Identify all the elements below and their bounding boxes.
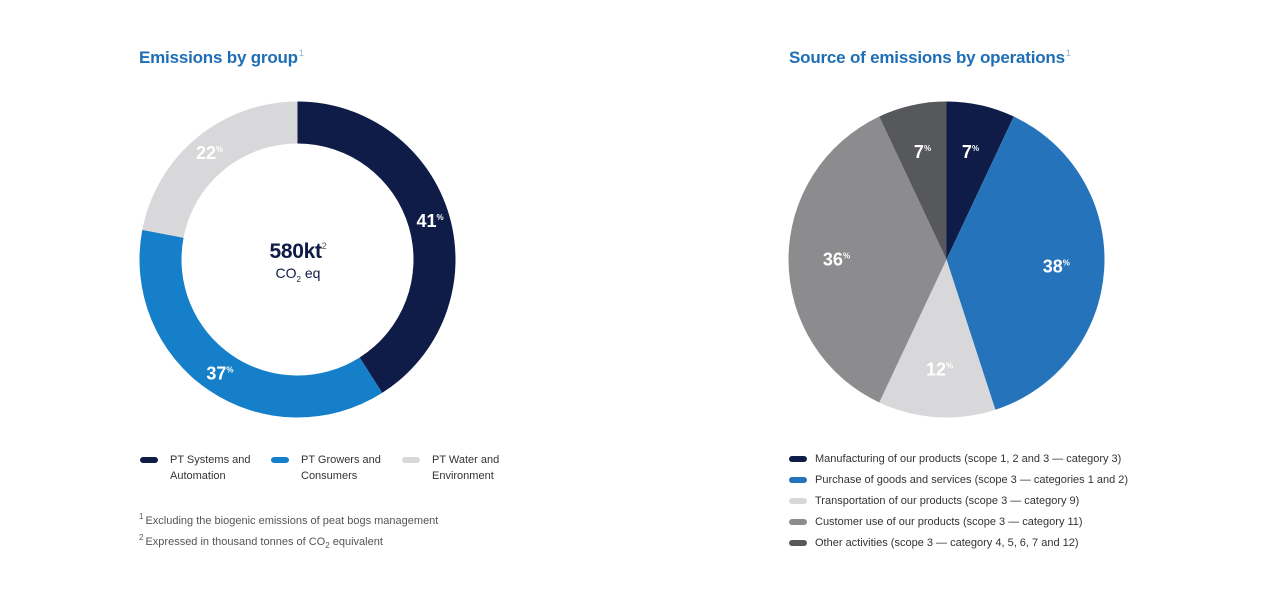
legend-label-manufacturing: Manufacturing of our products (scope 1, …	[815, 453, 1122, 465]
pie-data-label-customer-use-of-our-products-scope-3-cat: 36%	[823, 250, 850, 270]
footnote-2-subscript: 2	[325, 541, 330, 551]
pie-chart: 7% 38% 12% 36% 7%	[788, 101, 1105, 418]
footnote-1-number: 1	[139, 512, 144, 521]
donut-title-note: 1	[298, 48, 304, 58]
legend-swatch-transportation	[789, 498, 807, 504]
legend-swatch-other	[789, 540, 807, 546]
legend-label-other: Other activities (scope 3 — category 4, …	[815, 537, 1079, 549]
donut-data-label-pt-systems-and-automation: 41%	[416, 211, 443, 231]
donut-center-value: 580kt2	[228, 240, 368, 264]
legend-item-systems: PT Systems and Automation	[140, 452, 260, 484]
donut-slice-pt-water-and-environment	[142, 101, 298, 238]
pie-slice-customer-use-of-our-products-scope-3-cat	[788, 116, 947, 403]
footnote-1-text: Excluding the biogenic emissions of peat…	[145, 515, 439, 527]
legend-swatch-growers	[271, 457, 289, 463]
legend-item-manufacturing: Manufacturing of our products (scope 1, …	[789, 451, 1121, 467]
pie-data-label-manufacturing-of-our-products-scope-1-2-: 7%	[962, 142, 979, 162]
donut-unit-rest: eq	[300, 265, 321, 281]
pie-data-label-purchase-of-goods-and-services-scope-3-c: 38%	[1043, 256, 1070, 276]
donut-title-text: Emissions by group	[139, 48, 298, 67]
legend-swatch-systems	[140, 457, 158, 463]
donut-data-label-pt-water-and-environment: 22%	[196, 143, 223, 163]
legend-item-other: Other activities (scope 3 — category 4, …	[789, 535, 1079, 551]
donut-center-unit: CO2 eq	[228, 265, 368, 284]
legend-label-customer-use: Customer use of our products (scope 3 — …	[815, 516, 1083, 528]
donut-center-label: 580kt2 CO2 eq	[228, 240, 368, 284]
legend-item-purchase: Purchase of goods and services (scope 3 …	[789, 472, 1128, 488]
legend-label-purchase: Purchase of goods and services (scope 3 …	[815, 474, 1129, 486]
footnote-2-number: 2	[139, 533, 144, 542]
donut-total-note: 2	[321, 241, 327, 251]
donut-slice-pt-systems-and-automation	[297, 101, 456, 393]
legend-item-customer-use: Customer use of our products (scope 3 — …	[789, 514, 1083, 530]
donut-slice-pt-growers-and-consumers	[139, 229, 383, 418]
footnote-2: 2 Expressed in thousand tonnes of CO2 equ…	[139, 533, 383, 550]
legend-swatch-customer-use	[789, 519, 807, 525]
footnote-2-text-end: equivalent	[329, 536, 383, 548]
donut-unit-main: CO	[275, 265, 297, 281]
footnote-1: 1 Excluding the biogenic emissions of pea…	[139, 512, 438, 527]
pie-data-label-other-activities-scope-3-category-4-5-6-: 7%	[914, 142, 931, 162]
legend-item-growers: PT Growers and Consumers	[271, 452, 391, 484]
pie-slice-other-activities-scope-3-category-4-5-6-	[879, 101, 947, 260]
pie-title-note: 1	[1065, 48, 1071, 58]
legend-item-transportation: Transportation of our products (scope 3 …	[789, 493, 1079, 509]
pie-slice-manufacturing-of-our-products-scope-1-2-	[946, 101, 1014, 260]
pie-slice-transportation-of-our-products-scope-3-c	[879, 259, 996, 418]
pie-slice-purchase-of-goods-and-services-scope-3-c	[946, 116, 1105, 410]
donut-total-value: 580kt	[269, 240, 323, 263]
pie-title-text: Source of emissions by operations	[789, 48, 1065, 67]
legend-item-water: PT Water and Environment	[402, 452, 517, 484]
legend-label-water: PT Water and Environment	[432, 454, 500, 482]
legend-label-systems: PT Systems and Automation	[170, 454, 251, 482]
legend-swatch-manufacturing	[789, 456, 807, 462]
donut-unit-sub: 2	[296, 274, 301, 284]
pie-chart-title: Source of emissions by operations1	[789, 48, 1071, 68]
donut-chart: 41% 37% 22%	[139, 101, 456, 418]
pie-data-label-transportation-of-our-products-scope-3-c: 12%	[926, 359, 953, 379]
legend-swatch-water	[402, 457, 420, 463]
footnote-2-text: Expressed in thousand tonnes of CO	[145, 536, 326, 548]
legend-label-transportation: Transportation of our products (scope 3 …	[815, 495, 1080, 507]
legend-swatch-purchase	[789, 477, 807, 483]
donut-data-label-pt-growers-and-consumers: 37%	[206, 364, 233, 384]
donut-chart-title: Emissions by group1	[139, 48, 304, 68]
legend-label-growers: PT Growers and Consumers	[301, 454, 381, 482]
